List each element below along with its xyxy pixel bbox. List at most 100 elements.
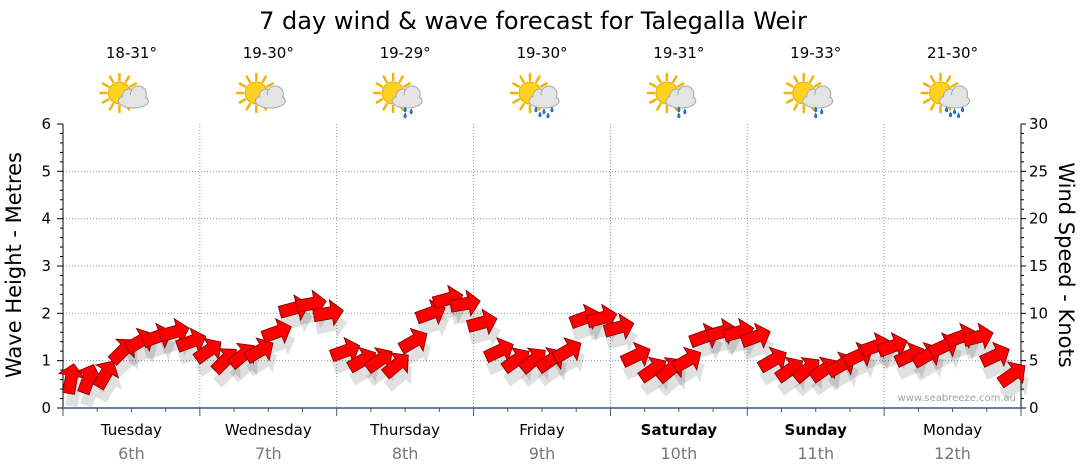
wind-arrow: [449, 289, 481, 318]
wind-arrow: [260, 317, 292, 345]
watermark: www.seabreeze.com.au: [898, 393, 1016, 404]
temperature-range: 18-31°: [106, 44, 157, 62]
day-column: 19-31° Saturday 10th: [641, 44, 718, 463]
cloud-icon: [665, 85, 697, 109]
wind-arrow: [979, 341, 1010, 368]
cloud-icon: [117, 85, 149, 109]
wind-arrow: [756, 346, 787, 374]
left-tick-label: 6: [41, 115, 51, 133]
wind-arrow-shadow: [383, 364, 412, 392]
day-date: 7th: [255, 444, 282, 463]
right-axis-label: Wind Speed - Knots: [1054, 162, 1078, 367]
wind-arrow: [175, 327, 207, 354]
cloud-icon: [528, 85, 560, 109]
day-column: 18-31° Tuesday 6th: [99, 44, 162, 463]
day-column: 19-33° Sunday 11th: [783, 44, 848, 463]
wind-arrow: [243, 337, 274, 364]
wind-arrow: [76, 364, 103, 396]
day-date: 8th: [392, 444, 419, 463]
day-date: 10th: [660, 444, 697, 463]
wind-arrow: [482, 336, 514, 364]
day-column: 19-29° Thursday 8th: [369, 44, 440, 463]
sun-cloud-heavy-rain-icon: [920, 72, 971, 119]
wind-arrow: [92, 360, 120, 391]
wind-arrow: [158, 317, 190, 345]
left-tick-label: 3: [41, 257, 51, 275]
day-name: Tuesday: [100, 421, 162, 439]
day-column: 19-30° Friday 9th: [509, 44, 568, 463]
sun-cloud-rain-icon: [646, 72, 697, 119]
day-name: Wednesday: [225, 421, 312, 439]
day-date: 9th: [529, 444, 556, 463]
wind-arrow-shadow: [110, 350, 138, 379]
day-date: 11th: [797, 444, 834, 463]
wind-arrow: [619, 341, 651, 368]
right-tick-label: 25: [1029, 162, 1048, 180]
wind-arrow-shadow: [95, 372, 123, 403]
right-tick-label: 20: [1029, 210, 1048, 228]
temperature-range: 21-30°: [927, 44, 978, 62]
rain-drops-icon: [403, 106, 413, 119]
cloud-icon: [254, 85, 286, 109]
wind-arrow: [551, 337, 582, 364]
wind-arrow-shadow: [657, 368, 686, 397]
left-tick-label: 5: [41, 162, 51, 180]
wind-arrow: [876, 332, 908, 359]
rain-drops-icon: [534, 106, 554, 119]
wind-arrow: [962, 322, 994, 350]
wind-arrow: [328, 336, 361, 364]
left-axis-label: Wave Height - Metres: [2, 152, 26, 378]
left-tick-label: 2: [41, 304, 51, 322]
wind-arrow: [739, 322, 771, 349]
wind-arrow: [312, 298, 344, 327]
wind-arrow: [466, 308, 498, 336]
rain-drops-icon: [945, 106, 965, 119]
wind-arrow: [671, 346, 702, 374]
day-date: 12th: [934, 444, 971, 463]
day-name: Friday: [519, 421, 565, 439]
cloud-icon: [391, 85, 423, 109]
wind-arrow: [585, 303, 618, 331]
sun-cloud-icon: [236, 72, 286, 114]
right-tick-label: 15: [1029, 257, 1048, 275]
day-column: 19-30° Wednesday 7th: [225, 44, 312, 463]
wind-arrow: [380, 352, 409, 380]
temperature-range: 19-30°: [516, 44, 567, 62]
day-column: 21-30° Monday 12th: [920, 44, 982, 463]
left-tick-label: 1: [41, 352, 51, 370]
wind-arrow: [192, 337, 222, 365]
sun-cloud-heavy-rain-icon: [509, 72, 560, 119]
day-name: Monday: [923, 421, 982, 439]
left-tick-label: 4: [41, 210, 51, 228]
day-name: Sunday: [785, 421, 848, 439]
wind-arrows: [57, 284, 1026, 396]
right-tick-label: 0: [1029, 399, 1039, 417]
wind-arrow: [397, 327, 428, 355]
wind-arrow: [996, 361, 1026, 389]
cloud-icon: [939, 85, 971, 109]
sun-cloud-rain-icon: [783, 72, 834, 119]
day-columns: 18-31° Tuesday 6th 19-30° Wednesday 7th 19-29°…: [99, 44, 982, 463]
rain-drops-icon: [677, 106, 687, 119]
right-tick-label: 30: [1029, 115, 1048, 133]
left-axis: 0 1 2 3 4 5 6: [41, 115, 63, 417]
day-name: Saturday: [641, 421, 718, 439]
day-date: 6th: [118, 444, 145, 463]
right-axis: 0 5 10 15 20 25 30: [1021, 115, 1048, 417]
wind-arrow: [363, 347, 393, 375]
sun-cloud-rain-icon: [372, 72, 423, 119]
cloud-icon: [802, 85, 834, 109]
rain-drops-icon: [814, 106, 824, 119]
right-tick-label: 5: [1029, 352, 1039, 370]
sun-cloud-icon: [99, 72, 149, 114]
day-name: Thursday: [369, 421, 440, 439]
temperature-range: 19-29°: [380, 44, 431, 62]
temperature-range: 19-30°: [243, 44, 294, 62]
temperature-range: 19-31°: [653, 44, 704, 62]
chart-title: 7 day wind & wave forecast for Talegalla…: [259, 7, 807, 35]
left-tick-label: 0: [41, 399, 51, 417]
right-tick-label: 10: [1029, 304, 1048, 322]
wind-arrow: [602, 313, 635, 341]
temperature-range: 19-33°: [790, 44, 841, 62]
